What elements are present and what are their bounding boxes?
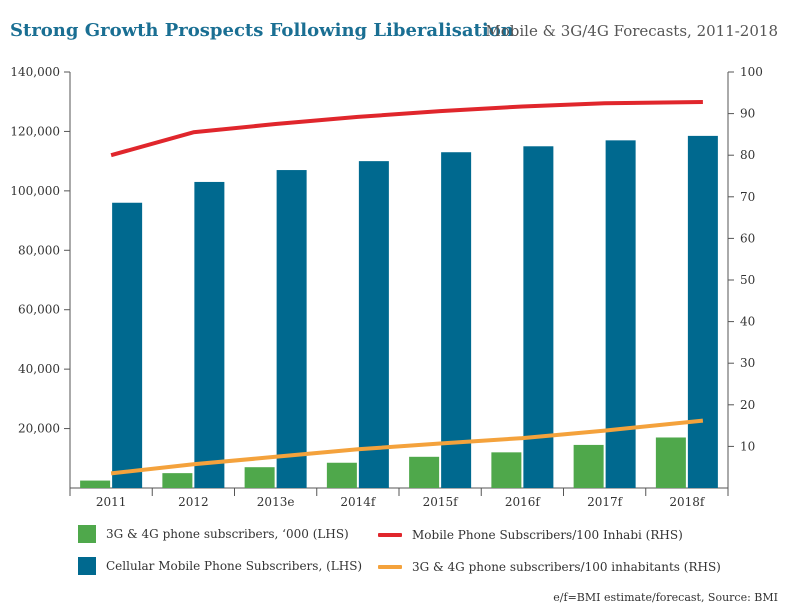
chart-subtitle: Mobile & 3G/4G Forecasts, 2011-2018 <box>485 22 778 40</box>
line-mobile-per-100 <box>110 100 703 158</box>
x-tick-label: 2011 <box>96 495 127 509</box>
legend-label-green: 3G & 4G phone subscribers, ‘000 (LHS) <box>106 527 349 541</box>
legend-label-blue: Cellular Mobile Phone Subscribers, (LHS) <box>106 559 363 573</box>
y-tick-label-right: 60 <box>740 231 755 245</box>
bar-cellular-subscribers <box>194 181 225 488</box>
x-tick-label: 2015f <box>423 495 460 509</box>
y-tick-label-left: 140,000 <box>10 65 60 79</box>
x-tick-label: 2017f <box>587 495 624 509</box>
y-tick-label-right: 80 <box>740 148 755 162</box>
y-tick-label-right: 20 <box>740 398 755 412</box>
bar-cellular-subscribers <box>112 202 143 488</box>
bar-3g4g-subscribers <box>80 480 111 488</box>
legend-label-red: Mobile Phone Subscribers/100 Inhabi (RHS… <box>412 528 683 542</box>
bar-cellular-subscribers <box>605 140 636 489</box>
line-3g4g-per-100 <box>110 418 704 476</box>
bar-3g4g-subscribers <box>573 444 604 488</box>
legend-swatch-blue <box>78 557 96 575</box>
source-note: e/f=BMI estimate/forecast, Source: BMI <box>553 591 778 604</box>
legend-item-orange-line: 3G & 4G phone subscribers/100 inhabitant… <box>378 560 721 574</box>
legend-item-blue-bars: Cellular Mobile Phone Subscribers, (LHS) <box>78 557 362 575</box>
bar-3g4g-subscribers <box>162 473 193 488</box>
x-tick-label: 2012 <box>178 495 209 509</box>
bar-cellular-subscribers <box>441 152 472 488</box>
bar-3g4g-subscribers <box>491 452 522 488</box>
legend-swatch-red <box>378 533 402 537</box>
bar-cellular-subscribers <box>687 135 718 488</box>
x-tick-label: 2014f <box>340 495 377 509</box>
chart-title: Strong Growth Prospects Following Libera… <box>10 20 514 41</box>
y-tick-label-right: 90 <box>740 107 755 121</box>
y-tick-label-left: 80,000 <box>18 243 60 257</box>
x-tick-label: 2013e <box>257 495 295 509</box>
y-tick-label-left: 60,000 <box>18 303 60 317</box>
legend-item-green-bars: 3G & 4G phone subscribers, ‘000 (LHS) <box>78 525 349 543</box>
x-tick-label: 2018f <box>669 495 706 509</box>
y-tick-label-right: 40 <box>740 315 755 329</box>
y-tick-label-left: 20,000 <box>18 422 60 436</box>
bar-3g4g-subscribers <box>409 456 440 488</box>
y-tick-label-right: 100 <box>740 65 763 79</box>
y-tick-label-right: 50 <box>740 273 755 287</box>
y-tick-label-right: 10 <box>740 439 755 453</box>
legend-swatch-orange <box>378 565 402 569</box>
y-tick-label-right: 70 <box>740 190 755 204</box>
y-tick-label-left: 100,000 <box>10 184 60 198</box>
y-tick-label-right: 30 <box>740 356 755 370</box>
y-tick-label-left: 40,000 <box>18 362 60 376</box>
legend-item-red-line: Mobile Phone Subscribers/100 Inhabi (RHS… <box>378 528 683 542</box>
y-tick-label-left: 120,000 <box>10 124 60 138</box>
bar-3g4g-subscribers <box>655 437 686 488</box>
bar-cellular-subscribers <box>358 161 389 488</box>
legend-label-orange: 3G & 4G phone subscribers/100 inhabitant… <box>412 560 721 574</box>
bar-3g4g-subscribers <box>326 462 357 488</box>
bar-cellular-subscribers <box>276 170 307 489</box>
x-tick-label: 2016f <box>505 495 542 509</box>
bar-3g4g-subscribers <box>244 467 275 488</box>
legend-swatch-green <box>78 525 96 543</box>
bar-cellular-subscribers <box>523 146 554 489</box>
